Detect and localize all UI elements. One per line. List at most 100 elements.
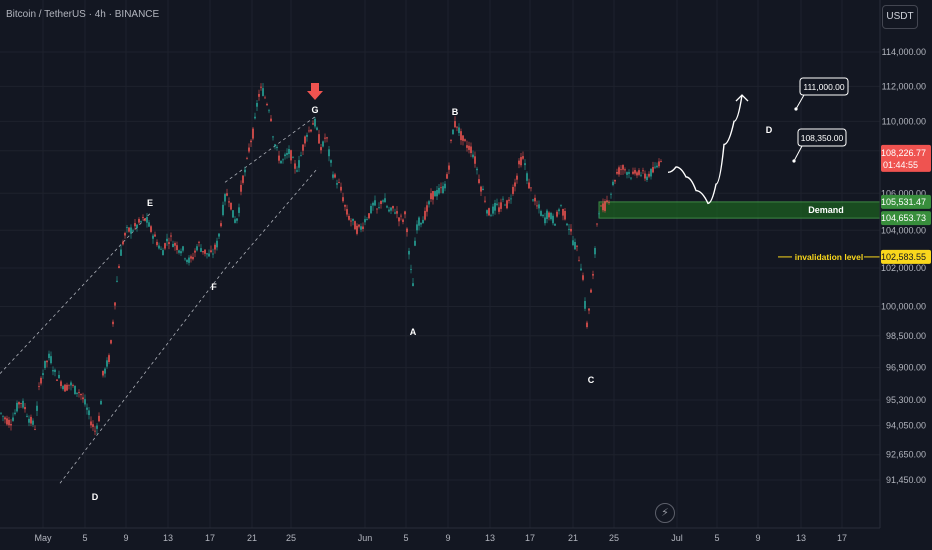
candle-body — [198, 241, 200, 243]
candle-body — [536, 205, 538, 207]
candle-body — [130, 227, 132, 234]
candle-body — [400, 215, 402, 217]
price-tick-label: 114,000.00 — [882, 47, 926, 57]
candle-body — [68, 384, 70, 386]
demand-top-price-bg — [881, 194, 931, 209]
candle-body — [320, 147, 322, 151]
candle-body — [268, 110, 270, 112]
wave-label: E — [147, 198, 153, 208]
candle-body — [564, 210, 566, 220]
candle-body — [128, 227, 130, 232]
channel-line — [59, 262, 231, 484]
candle-body — [224, 194, 226, 202]
candle-body — [232, 210, 234, 218]
candle-body — [546, 210, 548, 220]
price-tick-label: 112,000.00 — [882, 81, 926, 91]
candle-body — [192, 256, 194, 260]
candle-body — [482, 188, 484, 191]
price-tick-label: 98,500.00 — [886, 331, 926, 341]
wave-label: D — [92, 492, 99, 502]
target-leader — [793, 145, 803, 162]
candle-body — [330, 160, 332, 163]
candle-body — [608, 201, 610, 203]
candle-body — [442, 186, 444, 194]
target-leader — [795, 94, 805, 110]
candle-body — [574, 241, 576, 250]
candle-body — [108, 355, 110, 362]
candle-body — [426, 205, 428, 212]
candle-body — [94, 430, 96, 432]
candle-body — [46, 360, 48, 363]
candle-body — [514, 182, 516, 187]
candle-body — [200, 248, 202, 252]
candle-body — [148, 222, 150, 227]
candle-body — [322, 141, 324, 147]
candle-body — [150, 226, 152, 232]
candle-body — [660, 161, 662, 162]
candle-body — [278, 155, 280, 161]
candle-body — [386, 206, 388, 208]
candle-body — [160, 248, 162, 250]
price-axis: 114,000.00112,000.00110,000.00108,350.00… — [879, 0, 931, 528]
candle-body — [626, 172, 628, 175]
projection-path: 111,000.00 108,350.00 — [667, 77, 849, 205]
candle-body — [176, 245, 178, 250]
wave-labels: D E F G A B C D — [92, 83, 773, 502]
time-axis: May 5 9 13 17 21 25 Jun 5 9 13 17 21 25 Jul 5 9 13 17 — [0, 527, 880, 543]
candle-body — [434, 191, 436, 197]
candle-body — [634, 170, 636, 174]
candle-body — [258, 93, 260, 97]
candle-body — [404, 211, 406, 215]
candle-body — [136, 224, 138, 228]
time-tick-label: 25 — [286, 533, 296, 543]
candle-body — [344, 204, 346, 207]
time-tick-label: 13 — [485, 533, 495, 543]
candle-body — [640, 174, 642, 176]
candle-body — [416, 224, 418, 231]
candle-body — [366, 218, 368, 220]
candle-body — [508, 199, 510, 201]
target-label: 111,000.00 — [803, 82, 845, 92]
candle-body — [280, 160, 282, 164]
candle-body — [250, 140, 252, 143]
candle-body — [432, 191, 434, 200]
candle-body — [50, 356, 52, 364]
candle-body — [126, 226, 128, 228]
candle-body — [294, 163, 296, 169]
lightning-icon[interactable]: ⚡ — [655, 503, 675, 523]
candle-body — [60, 381, 62, 386]
candle-body — [476, 168, 478, 171]
candle-body — [292, 157, 294, 159]
time-tick-label: 13 — [163, 533, 173, 543]
candle-body — [516, 175, 518, 180]
candle-body — [456, 126, 458, 128]
candle-body — [102, 370, 104, 376]
projection-arrowhead — [735, 94, 749, 102]
candle-body — [490, 215, 492, 217]
candle-body — [610, 193, 612, 195]
candle-body — [290, 150, 292, 161]
currency-button[interactable]: USDT — [882, 5, 918, 29]
candle-body — [328, 149, 330, 157]
candle-body — [478, 179, 480, 183]
candle-body — [86, 407, 88, 410]
candle-body — [162, 250, 164, 256]
candle-body — [384, 198, 386, 203]
candle-body — [288, 149, 290, 155]
candle-body — [362, 226, 364, 229]
candle-body — [84, 399, 86, 405]
candle-body — [528, 182, 530, 189]
wave-label: F — [211, 282, 217, 292]
time-tick-label: 17 — [837, 533, 847, 543]
candle-body — [88, 410, 90, 416]
candle-body — [336, 183, 338, 185]
candle-body — [652, 167, 654, 173]
channel-line — [224, 115, 317, 183]
candle-body — [470, 146, 472, 154]
candle-body — [584, 300, 586, 309]
time-tick-label: 17 — [205, 533, 215, 543]
candle-body — [406, 228, 408, 233]
candle-body — [112, 321, 114, 325]
candle-body — [246, 157, 248, 159]
